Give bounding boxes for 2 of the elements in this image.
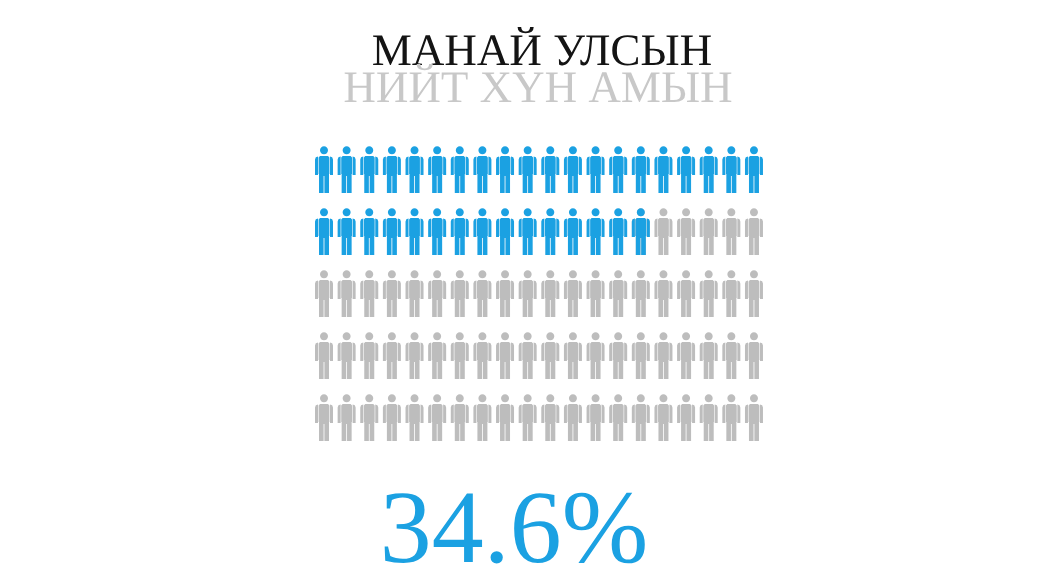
- data-label: 34.6%: [384, 492, 645, 564]
- text: МАНАЙ УЛСЫН: [373, 27, 711, 66]
